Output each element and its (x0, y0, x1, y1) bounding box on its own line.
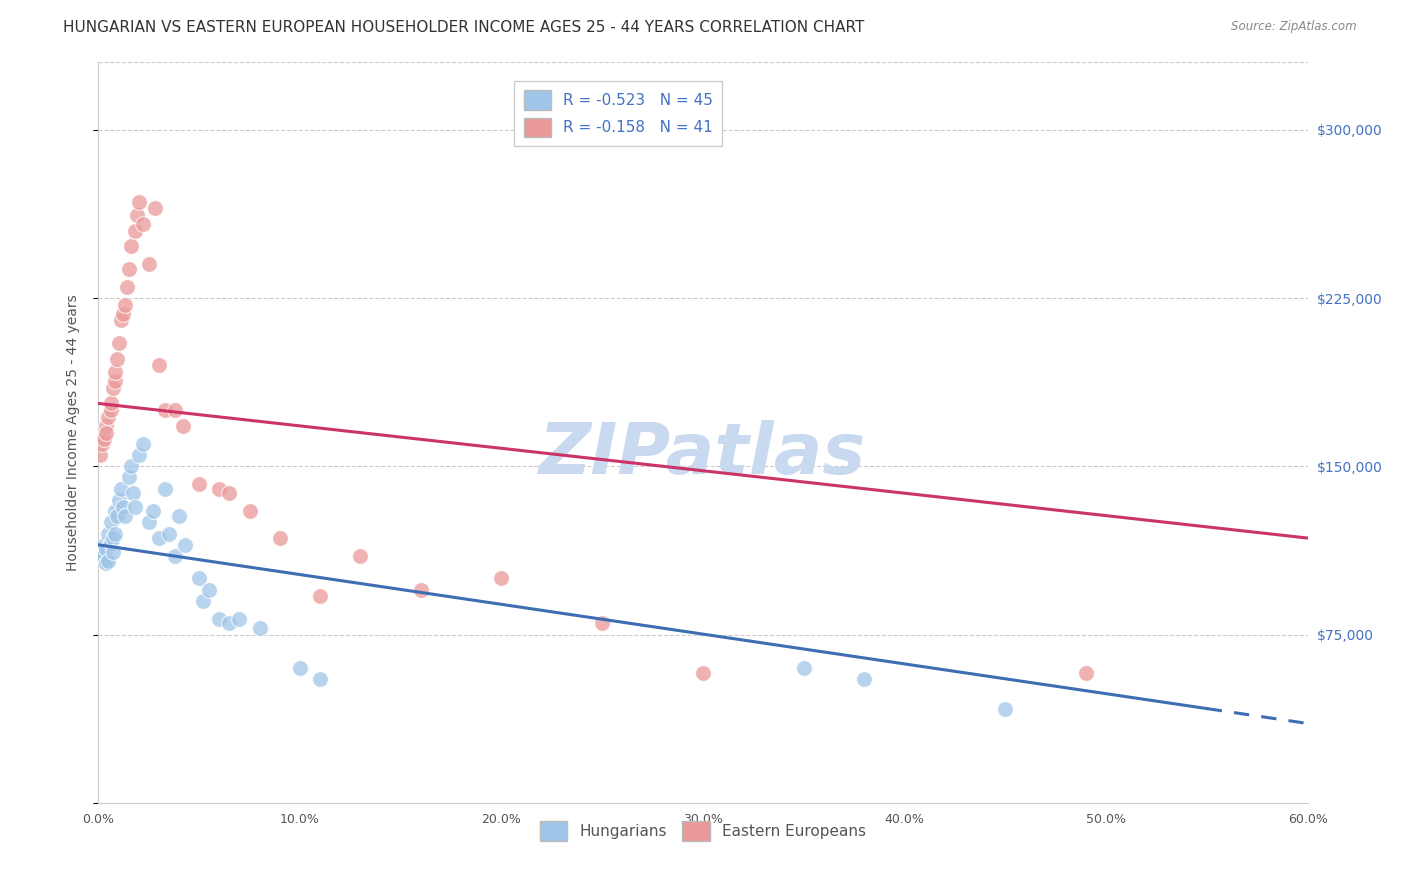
Y-axis label: Householder Income Ages 25 - 44 years: Householder Income Ages 25 - 44 years (66, 294, 80, 571)
Point (198, 582, 221, 597)
Point (188, 477, 211, 491)
Point (218, 616, 240, 631)
Text: Source: ZipAtlas.com: Source: ZipAtlas.com (1232, 20, 1357, 33)
Point (100, 535, 122, 549)
Point (103, 526, 125, 541)
Point (692, 665, 714, 680)
Point (167, 508, 190, 523)
Point (128, 194, 150, 209)
Point (118, 261, 141, 276)
Point (103, 504, 125, 518)
Point (91, 553, 114, 567)
Point (163, 549, 186, 563)
Point (96, 418, 118, 433)
Point (153, 482, 176, 496)
Point (111, 307, 134, 321)
Point (120, 239, 142, 253)
Point (157, 526, 180, 541)
Point (128, 448, 150, 462)
Point (124, 500, 146, 514)
Point (172, 418, 194, 433)
Point (228, 612, 250, 626)
Point (105, 508, 128, 523)
Point (239, 504, 262, 518)
Point (163, 403, 186, 417)
Point (91, 437, 114, 451)
Text: HUNGARIAN VS EASTERN EUROPEAN HOUSEHOLDER INCOME AGES 25 - 44 YEARS CORRELATION : HUNGARIAN VS EASTERN EUROPEAN HOUSEHOLDE… (63, 20, 865, 35)
Point (120, 459, 142, 474)
Point (100, 516, 122, 530)
Point (118, 470, 141, 484)
Point (124, 224, 146, 238)
Point (97, 409, 120, 424)
Point (349, 549, 371, 563)
Point (103, 374, 125, 388)
Point (138, 257, 160, 271)
Point (132, 217, 155, 231)
Point (143, 201, 166, 215)
Point (93, 433, 115, 447)
Point (153, 403, 176, 417)
Point (114, 298, 136, 312)
Text: ZIPatlas: ZIPatlas (540, 420, 866, 490)
Point (115, 280, 138, 294)
Point (249, 621, 271, 635)
Point (114, 508, 136, 523)
Point (409, 582, 432, 597)
Point (96, 425, 118, 440)
Point (105, 351, 128, 366)
Legend: Hungarians, Eastern Europeans: Hungarians, Eastern Europeans (534, 815, 872, 847)
Point (101, 381, 124, 395)
Point (110, 482, 132, 496)
Point (142, 504, 165, 518)
Point (93, 549, 115, 563)
Point (309, 590, 332, 604)
Point (101, 544, 124, 558)
Point (97, 526, 120, 541)
Point (110, 313, 132, 327)
Point (96, 542, 118, 557)
Point (218, 486, 240, 500)
Point (208, 482, 231, 496)
Point (107, 492, 129, 507)
Point (93, 538, 115, 552)
Point (101, 531, 124, 545)
Point (138, 516, 160, 530)
Point (793, 661, 815, 675)
Point (174, 538, 197, 552)
Point (148, 359, 170, 373)
Point (269, 531, 291, 545)
Point (132, 437, 155, 451)
Point (89, 448, 111, 462)
Point (111, 500, 134, 514)
Point (100, 403, 122, 417)
Point (125, 208, 148, 222)
Point (591, 616, 613, 631)
Point (208, 612, 231, 626)
Point (148, 531, 170, 545)
Point (288, 661, 311, 675)
Point (853, 673, 876, 687)
Point (100, 396, 122, 410)
Point (103, 365, 125, 379)
Point (193, 594, 215, 608)
Point (309, 673, 332, 687)
Point (188, 571, 211, 585)
Point (994, 701, 1017, 715)
Point (121, 486, 143, 500)
Point (1074, 665, 1097, 680)
Point (107, 335, 129, 350)
Point (89, 544, 111, 558)
Point (97, 553, 120, 567)
Point (96, 556, 118, 570)
Point (491, 571, 513, 585)
